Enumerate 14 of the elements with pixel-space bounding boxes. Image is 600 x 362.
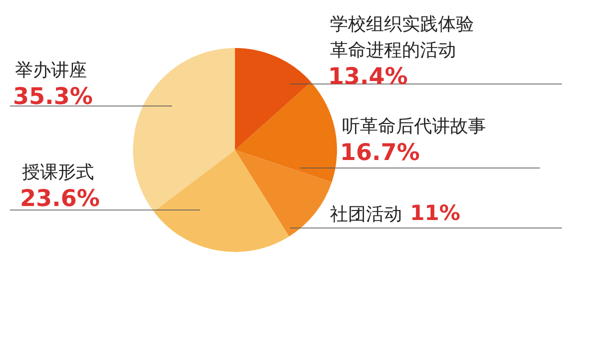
pie-slice [235,48,312,150]
slice-label: 学校组织实践体验革命进程的活动 [330,14,474,61]
pie-slice [154,150,290,252]
data-label: 23.6% [20,186,100,212]
data-label: 13.4% [328,64,408,90]
slice-label: 举办讲座 [15,60,87,81]
slice-label: 社团活动 [330,204,402,225]
pie-slice [235,150,332,236]
slice-label: 听革命后代讲故事 [342,116,486,137]
data-label: 16.7% [340,140,420,166]
pie-slice [133,48,235,212]
data-label: 11% [410,201,460,225]
slice-label: 授课形式 [22,162,94,183]
data-label: 35.3% [13,84,93,110]
